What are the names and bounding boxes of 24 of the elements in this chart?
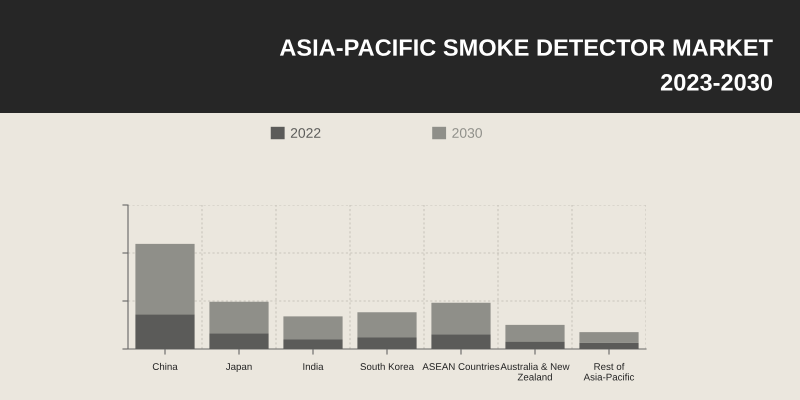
chart-title: ASIA-PACIFIC SMOKE DETECTOR MARKET 2023-2030 [280, 39, 773, 91]
bar [283, 340, 343, 349]
bar [505, 342, 565, 349]
legend-label: 2030 [452, 128, 482, 138]
x-tick-label: ASEAN Countries [422, 362, 500, 370]
x-tick-label: China [152, 362, 178, 370]
bar [505, 324, 565, 342]
bar [135, 244, 195, 314]
bar [209, 333, 269, 349]
x-tick-label: South Korea [360, 362, 414, 370]
x-tick-label: India [303, 362, 324, 370]
bar [431, 302, 491, 334]
bar [283, 316, 343, 340]
bar [357, 312, 417, 338]
bar [357, 337, 417, 349]
bar [135, 314, 195, 349]
bar [209, 302, 269, 334]
legend-label: 2022 [290, 128, 320, 138]
x-tick-label: Japan [226, 363, 252, 372]
x-tick-label: Rest of Asia-Pacific [584, 362, 634, 380]
bar [431, 334, 491, 349]
bar [579, 332, 639, 343]
bar [579, 342, 639, 349]
x-tick-label: Australia & New Zealand [500, 362, 570, 380]
